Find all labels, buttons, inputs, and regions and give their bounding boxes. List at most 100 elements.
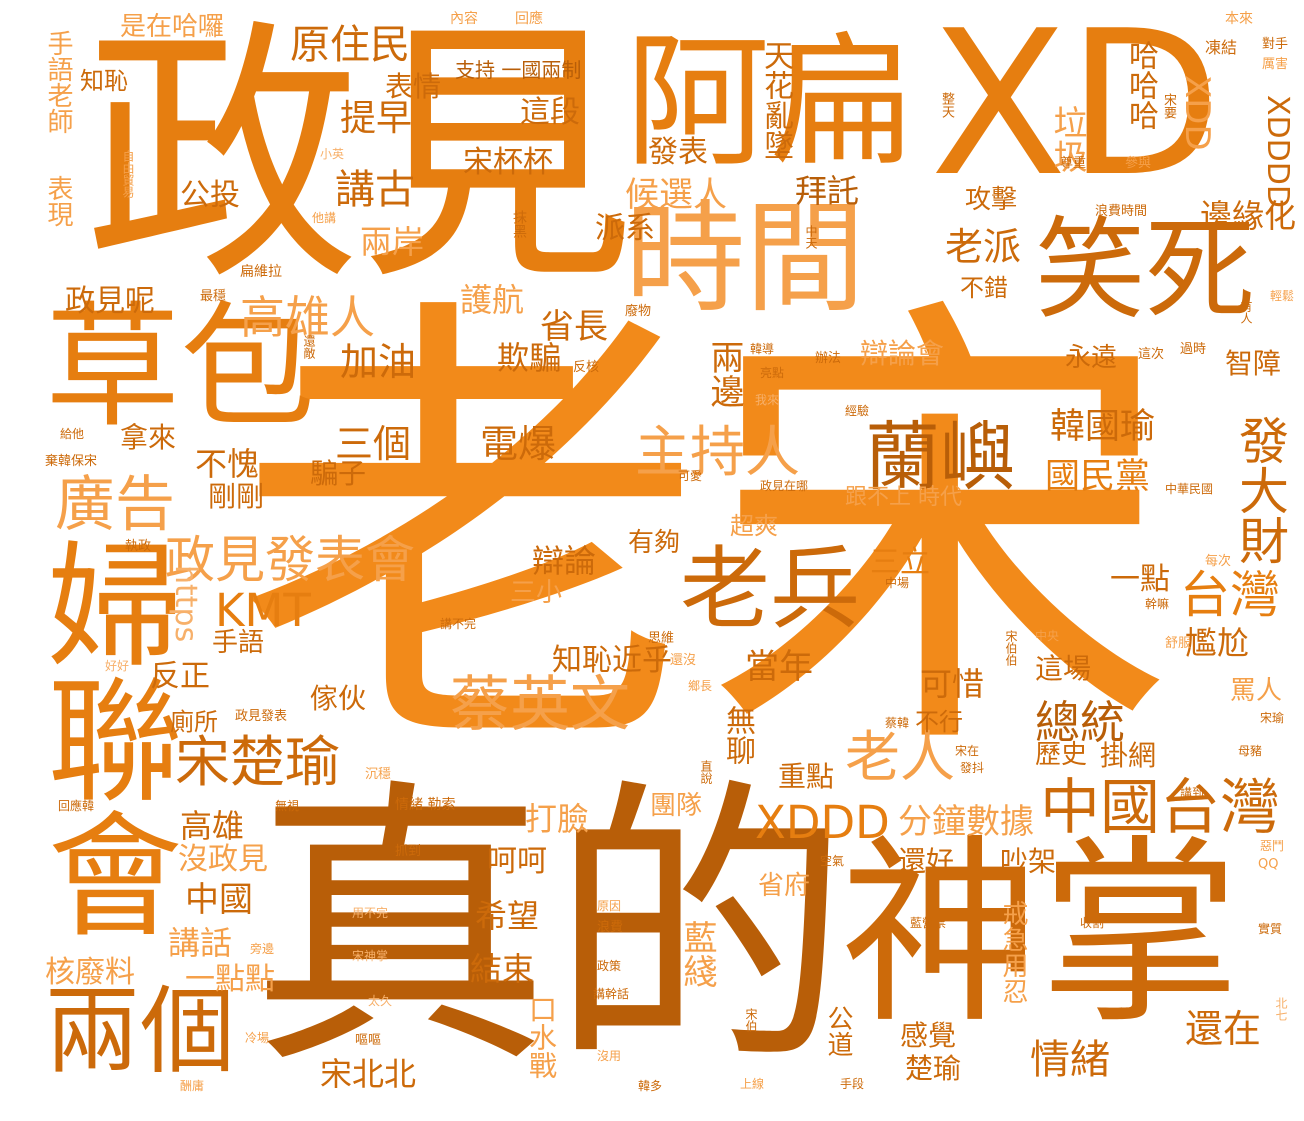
- word-meizhengjian: 沒政見: [178, 842, 268, 877]
- word-koushuizhan: 口水戰: [525, 995, 558, 1079]
- word-dangnian: 當年: [745, 647, 813, 687]
- word-tuandui: 團隊: [650, 791, 703, 821]
- word-shouyu: 手語: [212, 628, 265, 658]
- word-zhongtian: 中天: [804, 225, 818, 249]
- word-guoshi: 過時: [1180, 342, 1207, 357]
- word-yidian: 一點: [1110, 562, 1170, 597]
- word-handuo: 韓多: [638, 1079, 663, 1093]
- word-shizhi: 實質: [1258, 922, 1283, 936]
- word-https: https: [168, 565, 203, 643]
- word-lanxian: 藍綫: [677, 920, 717, 988]
- word-shangxian: 上線: [740, 1077, 765, 1091]
- word-yongyuan: 永遠: [1065, 343, 1118, 373]
- word-fanzheng: 反正: [150, 659, 210, 694]
- word-tajiang: 他講: [312, 211, 337, 225]
- word-songbo: 宋伯: [744, 1008, 758, 1032]
- word-ouou: 嘔嘔: [355, 1033, 382, 1048]
- word-yuanzhumin: 原住民: [290, 22, 410, 68]
- word-songyao: 宋要: [1161, 93, 1176, 119]
- word-zhizhang: 智障: [1225, 347, 1282, 380]
- word-caihan: 蔡韓: [885, 716, 910, 730]
- word-zhonghuaminguo: 中華民國: [1165, 482, 1214, 496]
- word-jiayou: 加油: [340, 340, 417, 384]
- word-laobing: 老兵: [680, 537, 860, 642]
- word-feiwu: 廢物: [625, 304, 652, 319]
- word-zhongyang: 中央: [1035, 629, 1060, 643]
- word-guanggao: 廣告: [55, 470, 175, 540]
- word-chenwen: 沉穩: [365, 767, 392, 782]
- word-zhizheng: 執政: [125, 539, 152, 554]
- word-jiangbuwan: 講不完: [440, 617, 477, 631]
- word-songyu: 宋瑜: [1260, 711, 1285, 725]
- word-houxuanren: 候選人: [625, 175, 727, 215]
- word-shengfu: 省府: [758, 871, 811, 901]
- word-bianlun: 辯論: [532, 542, 597, 580]
- word-shijian: 時間: [625, 190, 865, 329]
- word-kmt: KMT: [215, 584, 311, 637]
- word-zhechang: 這場: [1035, 652, 1092, 685]
- word-jiangganhua: 講幹話: [593, 987, 630, 1001]
- word-lianbian: 兩邊: [704, 340, 744, 408]
- word-shouge: 收割: [1080, 916, 1105, 930]
- word-yongyong: 酬庸: [180, 1079, 205, 1093]
- word-kongqi: 空氣: [820, 854, 845, 868]
- word-canyu: 參與: [1125, 156, 1152, 171]
- word-jianghua: 講話: [168, 924, 233, 962]
- word-songbeibei: 宋杯杯: [463, 145, 553, 180]
- word-dalian: 打臉: [525, 800, 590, 838]
- word-benlai: 本來: [1225, 11, 1253, 27]
- word-taiwan: 台灣: [1180, 566, 1280, 624]
- word-yuanyin: 原因: [597, 899, 622, 913]
- word-jiahuo: 傢伙: [310, 682, 367, 715]
- word-zhongdian: 重點: [778, 760, 835, 793]
- word-zhichijinhu: 知恥近乎: [552, 643, 672, 678]
- word-zhongguotaiwan: 中國台灣: [1040, 773, 1280, 843]
- word-xiaosi: 笑死: [1035, 206, 1255, 334]
- word-zhengjianzaina: 政見在哪: [760, 479, 809, 493]
- word-zhuchiren: 主持人: [635, 420, 801, 484]
- word-gongtou: 公投: [180, 178, 240, 213]
- word-chaojia: 吵架: [1000, 845, 1057, 878]
- word-xd: XD: [930, 0, 1222, 221]
- word-xddd: XDDD: [755, 796, 890, 849]
- word-sanxiao: 三小: [510, 578, 563, 608]
- word-caobao: 草包: [45, 289, 315, 446]
- word-jiejiyongren: 戒急用忍: [998, 900, 1028, 1004]
- word-zhende: 真的: [250, 755, 850, 1104]
- word-zhongchang: 中場: [885, 576, 910, 590]
- word-beiqi: 北七: [1274, 997, 1288, 1021]
- word-huhang: 護航: [460, 281, 525, 319]
- word-zhengjian: 政見: [85, 0, 635, 317]
- word-huandi: 還敵: [302, 335, 316, 359]
- word-sanli: 三立: [870, 545, 930, 580]
- word-shenzhang: 神掌: [840, 818, 1241, 1051]
- word-laopai: 老派: [945, 225, 1022, 269]
- word-gaoxiong: 高雄: [180, 807, 245, 845]
- word-biaoqing: 表情: [385, 70, 442, 103]
- word-lihai: 厲害: [1262, 57, 1289, 72]
- word-jieshu: 結束: [470, 950, 535, 988]
- word-hanguoyu: 韓國瑜: [1050, 407, 1156, 447]
- word-tiajiu: 太久: [368, 994, 393, 1008]
- word-xiwang: 希望: [475, 897, 540, 935]
- word-songzai: 宋在: [955, 744, 980, 758]
- word-zhengjianfabiao2: 政見發表: [235, 709, 288, 724]
- word-banfa: 辦法: [815, 351, 842, 366]
- word-baituo: 拜託: [795, 172, 860, 210]
- word-qipian: 欺騙: [497, 339, 562, 377]
- word-zongtong: 總統: [1035, 696, 1126, 749]
- word-geita: 給他: [60, 427, 85, 441]
- word-liangge: 兩個: [45, 977, 236, 1087]
- word-songchuyu: 宋楚瑜: [175, 730, 341, 794]
- word-guominda: 國民黨: [1045, 457, 1151, 497]
- word-zhengjianne: 政見呢: [65, 284, 155, 319]
- word-tianhualuanzhui: 天花亂墜: [758, 40, 793, 160]
- word-youguo: 有夠: [628, 528, 681, 558]
- word-youren: 有人: [1239, 300, 1253, 324]
- word-jianggu: 講古: [335, 167, 415, 213]
- word-muzhu: 母豬: [1238, 744, 1263, 758]
- word-jingyan: 經驗: [845, 404, 870, 418]
- word-ganga: 尷尬: [1185, 624, 1250, 662]
- word-huiying: 回應: [515, 11, 543, 27]
